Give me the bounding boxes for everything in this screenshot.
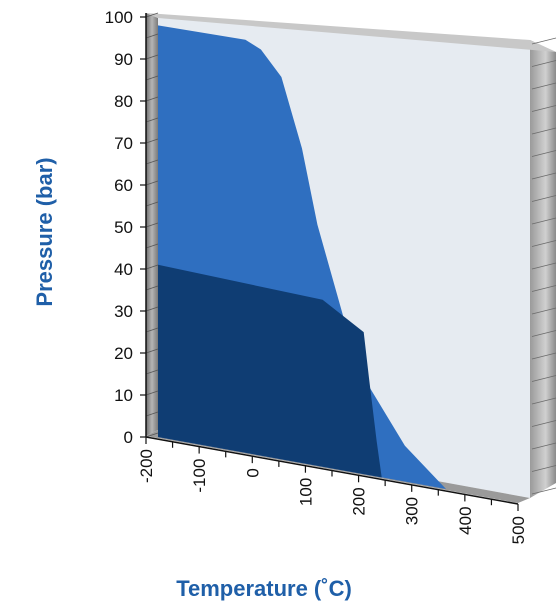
right-wall-groove (531, 465, 557, 472)
left-wall-groove (145, 180, 159, 186)
left-wall-groove (145, 348, 159, 354)
y-tick-label: 10 (114, 386, 133, 405)
y-tick-label: 80 (114, 92, 133, 111)
right-wall-groove (531, 442, 557, 450)
right-wall-groove (531, 195, 557, 202)
y-tick-label: 90 (114, 50, 133, 69)
x-tick-label: -100 (190, 459, 209, 493)
right-wall-groove (531, 105, 557, 112)
right-wall-groove (531, 487, 557, 495)
right-wall-groove (531, 240, 557, 247)
left-wall-groove (145, 159, 159, 165)
y-tick-label: 40 (114, 260, 133, 279)
left-wall-groove (145, 75, 159, 81)
left-wall-groove (145, 390, 159, 396)
right-wall-groove (531, 397, 557, 405)
y-tick-label: 0 (124, 428, 133, 447)
side-wall-ticks (145, 12, 557, 495)
y-tick-label: 100 (105, 8, 133, 27)
left-wall-groove (145, 306, 159, 312)
x-tick-label: 300 (403, 497, 422, 525)
x-tick-label: 400 (456, 506, 475, 534)
left-wall-groove (145, 369, 159, 375)
y-tick-label: 60 (114, 176, 133, 195)
series-layer (158, 25, 446, 490)
right-wall-groove (531, 37, 557, 45)
left-wall-groove (145, 138, 159, 144)
right-wall-groove (531, 150, 557, 157)
right-wall-groove (531, 420, 557, 427)
right-wall-groove (531, 127, 557, 135)
y-ticks: 0 10 20 30 40 50 60 70 80 90 100 (105, 8, 146, 447)
left-wall-groove (145, 264, 159, 270)
right-wall-groove (531, 217, 557, 225)
right-wall-groove (531, 82, 557, 90)
left-wall-groove (145, 411, 159, 417)
left-wall-groove (145, 243, 159, 249)
left-wall-groove (145, 327, 159, 333)
y-tick-label: 50 (114, 218, 133, 237)
right-wall-groove (531, 262, 557, 270)
left-wall-groove (145, 285, 159, 291)
y-axis-title: Pressure (bar) (32, 157, 57, 306)
right-wall-groove (531, 375, 557, 382)
left-wall-groove (145, 12, 159, 18)
left-wall-groove (145, 117, 159, 123)
right-wall-groove (531, 307, 557, 315)
x-ticks: -200 -100 0 100 200 300 400 500 (137, 437, 528, 544)
top-edge (146, 13, 556, 52)
right-wall-groove (531, 285, 557, 292)
x-tick-label: 200 (350, 487, 369, 515)
left-wall-groove (145, 432, 159, 438)
left-wall-groove (145, 201, 159, 207)
x-tick-label: 100 (296, 478, 315, 506)
y-tick-label: 70 (114, 134, 133, 153)
y-tick-label: 20 (114, 344, 133, 363)
right-wall-groove (531, 172, 557, 180)
right-wall-groove (531, 60, 557, 67)
left-wall-groove (145, 222, 159, 228)
series-area-2 (158, 264, 382, 478)
left-wall-groove (145, 96, 159, 102)
x-tick-label: 0 (243, 468, 262, 477)
left-wall-groove (145, 54, 159, 60)
x-tick-label: -200 (137, 449, 156, 483)
x-tick-label: 500 (509, 516, 528, 544)
right-side-wall (530, 40, 556, 498)
right-wall-groove (531, 330, 557, 337)
y-tick-label: 30 (114, 302, 133, 321)
left-wall-groove (145, 33, 159, 39)
right-wall-groove (531, 352, 557, 360)
x-axis-title: Temperature (˚C) (176, 576, 352, 601)
